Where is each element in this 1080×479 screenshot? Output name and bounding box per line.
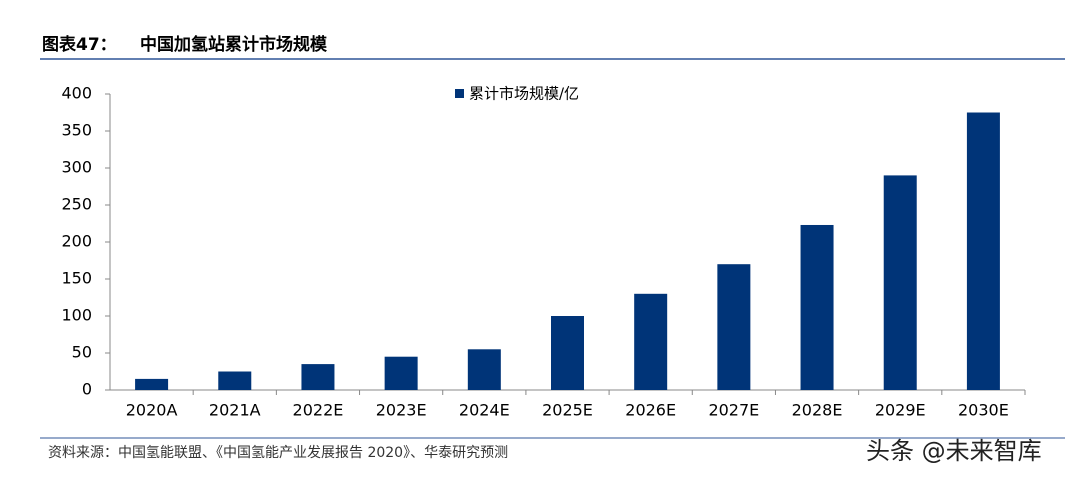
legend-label: 累计市场规模/亿 xyxy=(469,85,579,103)
y-tick-label: 100 xyxy=(61,306,92,325)
x-tick-label: 2026E xyxy=(625,401,676,420)
bar xyxy=(800,224,834,390)
x-tick-label: 2020A xyxy=(126,401,178,420)
bar xyxy=(384,356,418,390)
x-tick-label: 2030E xyxy=(958,401,1009,420)
bar xyxy=(218,371,252,390)
y-tick-label: 400 xyxy=(61,84,92,103)
x-tick-label: 2028E xyxy=(792,401,843,420)
bar xyxy=(551,316,584,390)
watermark: 头条 @未来智库 xyxy=(866,437,1042,465)
bar xyxy=(717,264,751,390)
bar xyxy=(966,112,1000,390)
x-tick-label: 2022E xyxy=(293,401,344,420)
y-tick-label: 250 xyxy=(61,195,92,214)
x-tick-label: 2027E xyxy=(708,401,759,420)
source-note: 资料来源：中国氢能联盟、《中国氢能产业发展报告 2020》、华泰研究预测 xyxy=(48,445,508,461)
chart-title: 中国加氢站累计市场规模 xyxy=(140,34,328,55)
x-tick-label: 2029E xyxy=(875,401,926,420)
bar xyxy=(883,175,917,390)
x-tick-label: 2025E xyxy=(542,401,593,420)
y-tick-label: 50 xyxy=(72,343,92,362)
y-tick-label: 350 xyxy=(61,121,92,140)
y-tick-label: 0 xyxy=(82,380,92,399)
legend-swatch xyxy=(455,89,464,98)
y-tick-label: 200 xyxy=(61,232,92,251)
bar xyxy=(301,364,335,390)
bar xyxy=(634,293,668,390)
bar xyxy=(467,349,501,390)
x-tick-label: 2023E xyxy=(376,401,427,420)
x-tick-label: 2021A xyxy=(209,401,261,420)
bar xyxy=(135,378,169,390)
y-tick-label: 300 xyxy=(61,158,92,177)
y-tick-label: 150 xyxy=(61,269,92,288)
x-tick-label: 2024E xyxy=(459,401,510,420)
figure-label: 图表47： xyxy=(42,34,117,55)
